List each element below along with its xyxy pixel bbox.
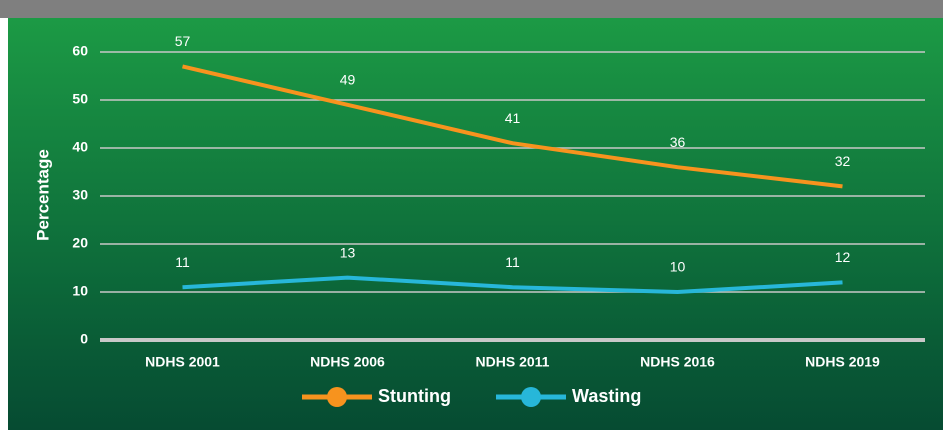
series-line xyxy=(182,64,843,189)
x-tick-label: NDHS 2001 xyxy=(145,354,220,370)
y-tick-label: 30 xyxy=(72,187,88,203)
y-axis-label: Percentage xyxy=(33,149,52,241)
banner xyxy=(0,0,943,18)
data-label: 10 xyxy=(670,259,686,275)
data-label: 41 xyxy=(505,110,521,126)
y-tick-label: 0 xyxy=(80,331,88,347)
data-label: 13 xyxy=(340,244,356,260)
y-tick-label: 50 xyxy=(72,91,88,107)
data-label: 57 xyxy=(175,33,191,49)
series-line xyxy=(182,275,843,295)
background xyxy=(8,18,943,430)
y-tick-label: 60 xyxy=(72,43,88,59)
data-label: 36 xyxy=(670,134,686,150)
y-tick-label: 20 xyxy=(72,235,88,251)
legend-marker xyxy=(521,387,541,407)
legend-label: Stunting xyxy=(378,386,451,406)
y-tick-label: 10 xyxy=(72,283,88,299)
data-label: 11 xyxy=(175,254,190,270)
legend-marker xyxy=(327,387,347,407)
data-label: 11 xyxy=(505,254,520,270)
data-label: 12 xyxy=(835,249,851,265)
x-tick-label: NDHS 2016 xyxy=(640,354,715,370)
x-tick-label: NDHS 2011 xyxy=(476,354,550,370)
data-label: 49 xyxy=(340,72,356,88)
legend-label: Wasting xyxy=(572,386,641,406)
y-tick-label: 40 xyxy=(72,139,88,155)
x-tick-label: NDHS 2006 xyxy=(310,354,385,370)
data-label: 32 xyxy=(835,153,851,169)
x-tick-label: NDHS 2019 xyxy=(805,354,880,370)
